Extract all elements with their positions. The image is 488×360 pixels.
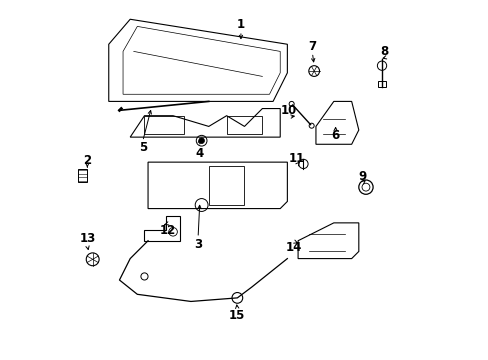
Text: 6: 6: [331, 129, 339, 142]
Text: 5: 5: [138, 141, 146, 154]
Circle shape: [198, 138, 204, 144]
Text: 13: 13: [79, 233, 95, 246]
Bar: [78, 169, 87, 182]
Text: 1: 1: [236, 18, 244, 31]
Text: 15: 15: [229, 309, 245, 322]
Text: 4: 4: [195, 147, 203, 160]
Text: 8: 8: [380, 45, 388, 58]
Bar: [377, 81, 386, 87]
Text: 2: 2: [83, 154, 91, 167]
Text: 3: 3: [194, 238, 202, 251]
Text: 11: 11: [288, 152, 305, 165]
Text: 10: 10: [281, 104, 297, 117]
Text: 12: 12: [159, 224, 176, 237]
Text: 14: 14: [285, 241, 302, 255]
Text: 7: 7: [307, 40, 316, 53]
Text: 9: 9: [358, 170, 366, 183]
